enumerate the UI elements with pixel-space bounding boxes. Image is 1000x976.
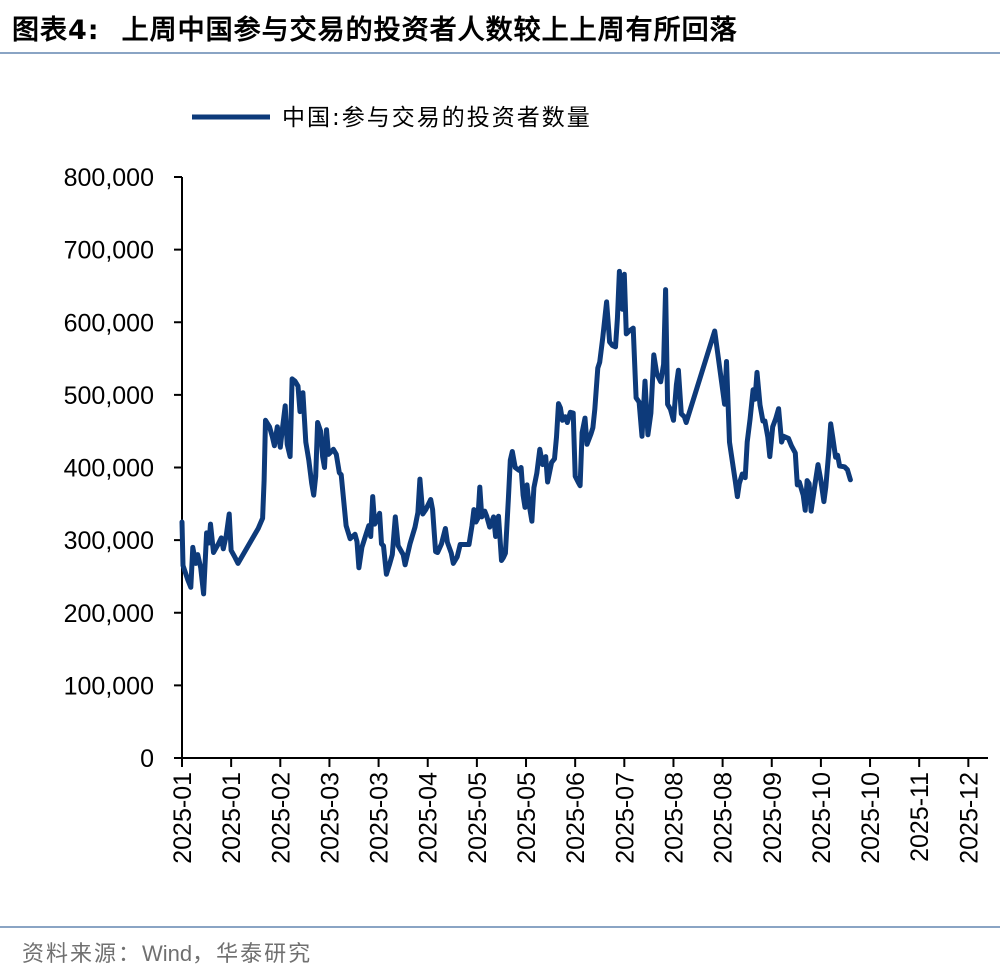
x-tick-label: 2025-08 (660, 772, 688, 864)
footer-divider (0, 926, 1000, 928)
y-tick-label: 400,000 (64, 455, 154, 483)
chart-title: 图表4: 上周中国参与交易的投资者人数较上上周有所回落 (12, 8, 738, 47)
source-note: 资料来源：Wind，华泰研究 (22, 936, 312, 968)
source-name: Wind (142, 941, 193, 966)
x-tick-label: 2025-07 (611, 772, 639, 864)
x-tick-label: 2025-06 (562, 772, 590, 864)
figure-label: 图表4: (12, 15, 100, 46)
x-tick-label: 2025-03 (316, 772, 344, 864)
x-axis: 2025-01 2025-01 2025-02 2025-03 2025-03 2025-… (169, 757, 988, 864)
legend-label: 中国:参与交易的投资者数量 (282, 105, 592, 131)
y-tick-label: 800,000 (64, 164, 154, 192)
x-tick-label: 2025-02 (267, 772, 295, 864)
series-line-investors (179, 268, 853, 597)
source-prefix: 资料来源： (22, 942, 143, 967)
x-tick-label: 2025-03 (366, 772, 394, 864)
x-tick-label: 2025-08 (710, 772, 738, 864)
line-chart: 中国:参与交易的投资者数量 0 100,000 200,000 300,000 400,… (64, 105, 988, 864)
x-tick-label: 2025-05 (464, 772, 492, 864)
x-tick-label: 2025-12 (955, 772, 983, 864)
x-tick-label: 2025-10 (808, 772, 836, 864)
y-axis: 0 100,000 200,000 300,000 400,000 500,000 600,… (64, 164, 183, 773)
x-tick-label: 2025-10 (857, 772, 885, 864)
source-separator: ， (192, 942, 217, 967)
x-tick-label: 2025-09 (759, 772, 787, 864)
legend: 中国:参与交易的投资者数量 (192, 105, 592, 131)
y-tick-label: 500,000 (64, 382, 154, 410)
x-tick-label: 2025-01 (169, 772, 197, 864)
source-org: 华泰研究 (216, 942, 313, 967)
y-tick-label: 300,000 (64, 527, 154, 555)
x-tick-label: 2025-11 (906, 772, 934, 862)
y-tick-label: 200,000 (64, 600, 154, 628)
x-tick-label: 2025-05 (513, 772, 541, 864)
y-tick-label: 0 (140, 745, 154, 773)
x-tick-label: 2025-01 (218, 772, 246, 864)
figure-title: 上周中国参与交易的投资者人数较上上周有所回落 (121, 15, 738, 46)
y-tick-label: 600,000 (64, 309, 154, 337)
x-tick-label: 2025-04 (415, 772, 443, 864)
title-divider (0, 52, 1000, 54)
y-tick-label: 100,000 (64, 672, 154, 700)
y-tick-label: 700,000 (64, 237, 154, 265)
